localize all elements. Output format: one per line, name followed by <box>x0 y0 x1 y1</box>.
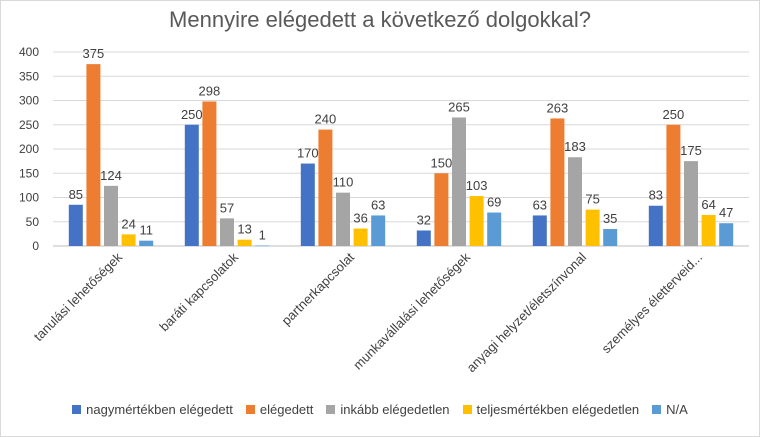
data-label: 36 <box>353 211 367 226</box>
bar <box>139 240 154 246</box>
data-label: 47 <box>719 205 733 220</box>
bar <box>684 161 698 246</box>
y-tick-label: 350 <box>19 69 39 83</box>
data-label: 124 <box>100 168 122 183</box>
legend-swatch <box>245 405 255 414</box>
bar-chart: 0 50 100 150 200 250 300 350 400 85 375 124 24 11 tanu… <box>19 45 749 375</box>
data-label: 75 <box>585 192 599 207</box>
data-label: 63 <box>371 197 385 212</box>
category-label: baráti kapcsolatok <box>156 249 241 334</box>
bar <box>603 229 618 246</box>
legend-item: inkább elégedetlen <box>326 402 450 417</box>
data-label: 103 <box>466 178 488 193</box>
data-label: 35 <box>603 211 617 226</box>
bar <box>318 129 333 246</box>
y-tick-label: 250 <box>19 118 39 132</box>
bar <box>648 205 663 246</box>
data-label: 32 <box>417 212 431 227</box>
bar <box>336 192 350 246</box>
bar <box>300 163 315 246</box>
bar <box>353 228 368 246</box>
legend-item: nagymértékben elégedett <box>72 402 233 417</box>
data-label: 13 <box>237 222 251 237</box>
data-label: 69 <box>487 195 501 210</box>
bar <box>434 173 449 246</box>
legend-swatch <box>462 405 472 414</box>
bar <box>469 196 484 246</box>
bar <box>585 209 600 246</box>
bar <box>532 215 547 246</box>
y-tick-label: 200 <box>19 142 39 156</box>
y-tick-label: 150 <box>19 166 39 180</box>
data-label: 63 <box>533 197 547 212</box>
legend-label: teljesmértékben elégedetlen <box>476 402 640 417</box>
bar <box>371 215 386 246</box>
bar <box>86 64 101 246</box>
bar <box>701 214 716 246</box>
data-label: 11 <box>139 223 153 238</box>
y-tick-label: 300 <box>19 94 39 108</box>
legend-item: N/A <box>652 402 688 417</box>
data-label: 83 <box>649 188 663 203</box>
legend-item: elégedett <box>245 402 314 417</box>
category-label: anyagi helyzet/életszínvonal <box>464 249 590 375</box>
legend-label: elégedett <box>259 402 314 417</box>
bar <box>568 157 582 246</box>
data-label: 250 <box>663 107 685 122</box>
bar <box>202 101 217 246</box>
data-label: 375 <box>83 46 105 61</box>
legend-label: nagymértékben elégedett <box>86 402 233 417</box>
y-tick-label: 50 <box>26 215 40 229</box>
bar <box>452 117 466 246</box>
data-label: 298 <box>199 83 221 98</box>
chart-legend: nagymértékben elégedett elégedett inkább e… <box>1 402 759 417</box>
y-tick-label: 0 <box>32 239 39 253</box>
bar <box>237 239 252 246</box>
data-label: 64 <box>701 197 715 212</box>
legend-item: teljesmértékben elégedetlen <box>462 402 640 417</box>
bar <box>416 230 431 246</box>
legend-swatch <box>72 405 82 414</box>
legend-label: N/A <box>666 402 688 417</box>
data-label: 265 <box>448 99 470 114</box>
data-label: 183 <box>564 139 586 154</box>
data-label: 175 <box>680 143 702 158</box>
data-label: 110 <box>333 175 354 190</box>
category-label: tanulási lehetőségek <box>31 249 126 344</box>
bar <box>719 223 734 246</box>
bar <box>487 212 502 246</box>
category-label: munkavállalási lehetőségek <box>350 249 473 372</box>
data-label: 1 <box>259 228 266 243</box>
legend-swatch <box>652 405 662 414</box>
bar <box>104 185 118 246</box>
data-label: 57 <box>220 200 234 215</box>
data-label: 263 <box>547 100 569 115</box>
y-tick-label: 400 <box>19 45 39 59</box>
bar <box>666 124 681 246</box>
legend-label: inkább elégedetlen <box>340 402 450 417</box>
data-label: 150 <box>431 155 453 170</box>
data-label: 250 <box>181 107 203 122</box>
bar <box>255 245 270 247</box>
legend-swatch <box>326 405 336 414</box>
bar <box>220 218 234 246</box>
bar <box>68 204 83 246</box>
chart-title: Mennyire elégedett a következő dolgokkal… <box>169 7 591 32</box>
bar <box>184 124 199 246</box>
category-label: személyes életterveid... <box>598 250 705 357</box>
data-label: 240 <box>315 112 337 127</box>
bar <box>550 118 565 246</box>
data-label: 24 <box>121 216 135 231</box>
y-tick-label: 100 <box>19 191 39 205</box>
data-label: 170 <box>297 146 319 161</box>
category-label: partnerkapcsolat <box>279 249 358 328</box>
data-label: 85 <box>69 187 83 202</box>
bar <box>121 234 136 246</box>
